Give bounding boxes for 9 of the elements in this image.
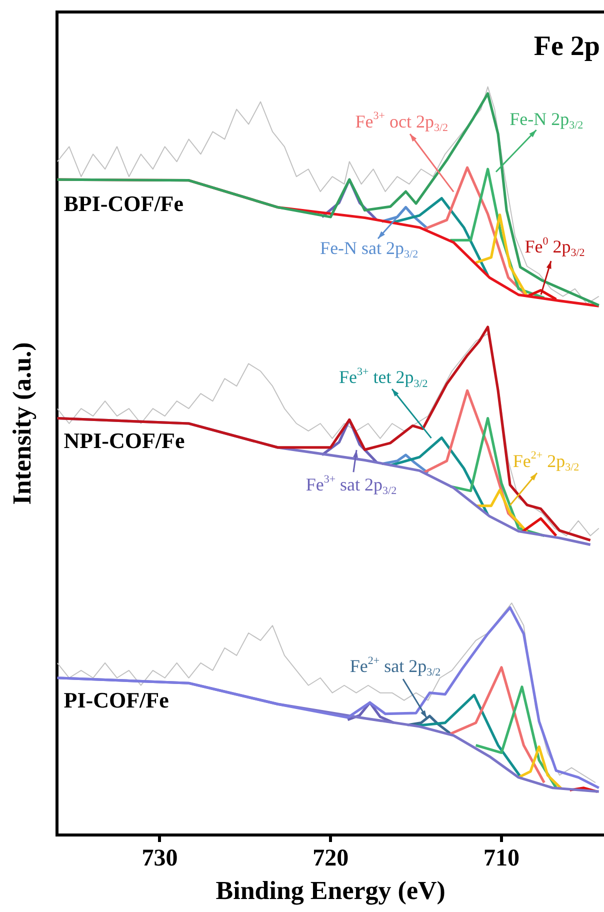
- x-tick-label: 730: [142, 846, 178, 872]
- x-tick-label: 720: [312, 846, 349, 872]
- y-axis-title: Intensity (a.u.): [7, 342, 36, 505]
- chart-title: Fe 2p: [534, 31, 600, 62]
- x-axis-title: Binding Energy (eV): [216, 876, 446, 906]
- annotation: NPI-COF/Fe: [64, 428, 185, 454]
- annotation: PI-COF/Fe: [64, 687, 170, 712]
- annotation: BPI-COF/Fe: [64, 191, 184, 216]
- x-tick-label: 710: [483, 846, 520, 872]
